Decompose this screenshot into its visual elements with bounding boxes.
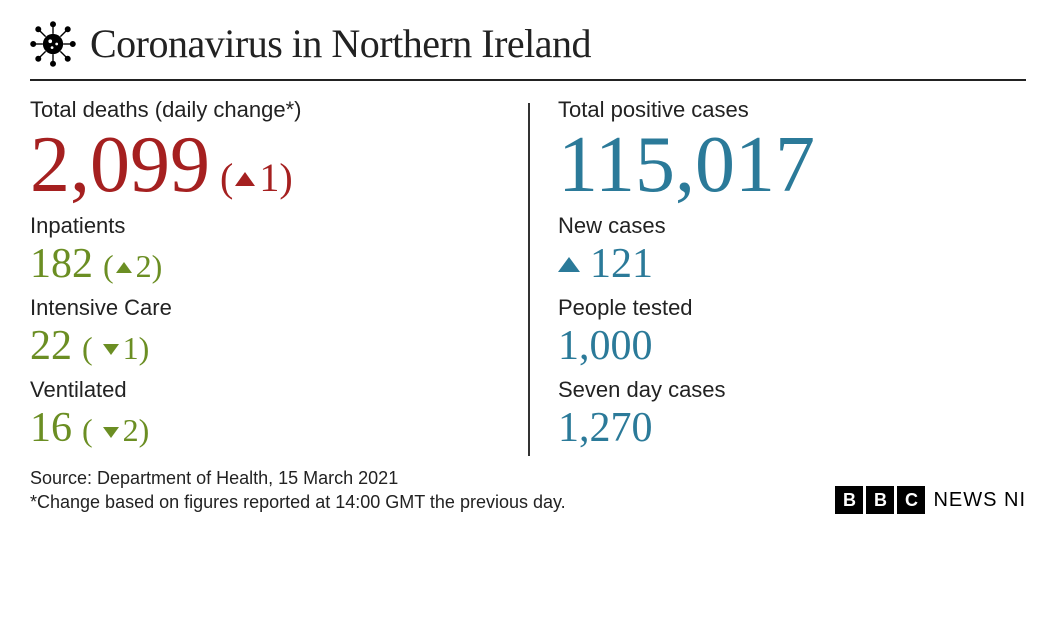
arrow-down-icon (103, 344, 119, 355)
stats-grid: Total deaths (daily change*) 2,099 (1) I… (30, 97, 1026, 460)
stat-value-row: 16 ( 2) (30, 405, 498, 451)
deaths-change: (1) (220, 154, 293, 201)
stat-label: Total deaths (daily change*) (30, 97, 498, 123)
icu-change: ( 1) (82, 330, 149, 367)
arrow-up-icon (558, 257, 580, 272)
stat-label: Inpatients (30, 213, 498, 239)
stat-tested: People tested 1,000 (558, 295, 1026, 369)
seven-day-value: 1,270 (558, 405, 653, 451)
stat-seven-day: Seven day cases 1,270 (558, 377, 1026, 451)
source-line1: Source: Department of Health, 15 March 2… (30, 466, 566, 490)
stat-label: People tested (558, 295, 1026, 321)
stat-value-row: 121 (558, 241, 1026, 287)
logo-boxes: B B C (835, 486, 925, 514)
tested-value: 1,000 (558, 323, 653, 369)
stat-new-cases: New cases 121 (558, 213, 1026, 287)
stat-value-row: 115,017 (558, 125, 1026, 205)
total-positive-value: 115,017 (558, 125, 815, 205)
logo-box: B (866, 486, 894, 514)
stat-value-row: 22 ( 1) (30, 323, 498, 369)
stat-label: Intensive Care (30, 295, 498, 321)
bbc-logo: B B C NEWS NI (835, 486, 1026, 514)
page-title: Coronavirus in Northern Ireland (90, 20, 591, 67)
stat-value-row: 182 (2) (30, 241, 498, 287)
inpatients-value: 182 (30, 241, 93, 287)
logo-text: NEWS NI (933, 489, 1026, 512)
stat-value-row: 2,099 (1) (30, 125, 498, 205)
stat-icu: Intensive Care 22 ( 1) (30, 295, 498, 369)
logo-box: B (835, 486, 863, 514)
stat-total-positive: Total positive cases 115,017 (558, 97, 1026, 205)
stat-label: Total positive cases (558, 97, 1026, 123)
stat-value-row: 1,000 (558, 323, 1026, 369)
inpatients-change: (2) (103, 248, 162, 285)
stat-label: Ventilated (30, 377, 498, 403)
icu-value: 22 (30, 323, 72, 369)
stat-value-row: 1,270 (558, 405, 1026, 451)
stat-label: New cases (558, 213, 1026, 239)
logo-box: C (897, 486, 925, 514)
stat-inpatients: Inpatients 182 (2) (30, 213, 498, 287)
ventilated-change: ( 2) (82, 412, 149, 449)
column-divider (528, 103, 530, 456)
right-column: Total positive cases 115,017 New cases 1… (528, 97, 1026, 460)
ventilated-value: 16 (30, 405, 72, 451)
header: Coronavirus in Northern Ireland (30, 20, 1026, 81)
source-text: Source: Department of Health, 15 March 2… (30, 466, 566, 515)
virus-icon (30, 21, 76, 67)
footer: Source: Department of Health, 15 March 2… (30, 466, 1026, 515)
stat-deaths: Total deaths (daily change*) 2,099 (1) (30, 97, 498, 205)
arrow-up-icon (116, 262, 132, 273)
deaths-value: 2,099 (30, 125, 210, 205)
left-column: Total deaths (daily change*) 2,099 (1) I… (30, 97, 528, 460)
source-line2: *Change based on figures reported at 14:… (30, 490, 566, 514)
new-cases-value: 121 (558, 241, 653, 287)
stat-ventilated: Ventilated 16 ( 2) (30, 377, 498, 451)
arrow-up-icon (235, 172, 255, 186)
stat-label: Seven day cases (558, 377, 1026, 403)
arrow-down-icon (103, 427, 119, 438)
